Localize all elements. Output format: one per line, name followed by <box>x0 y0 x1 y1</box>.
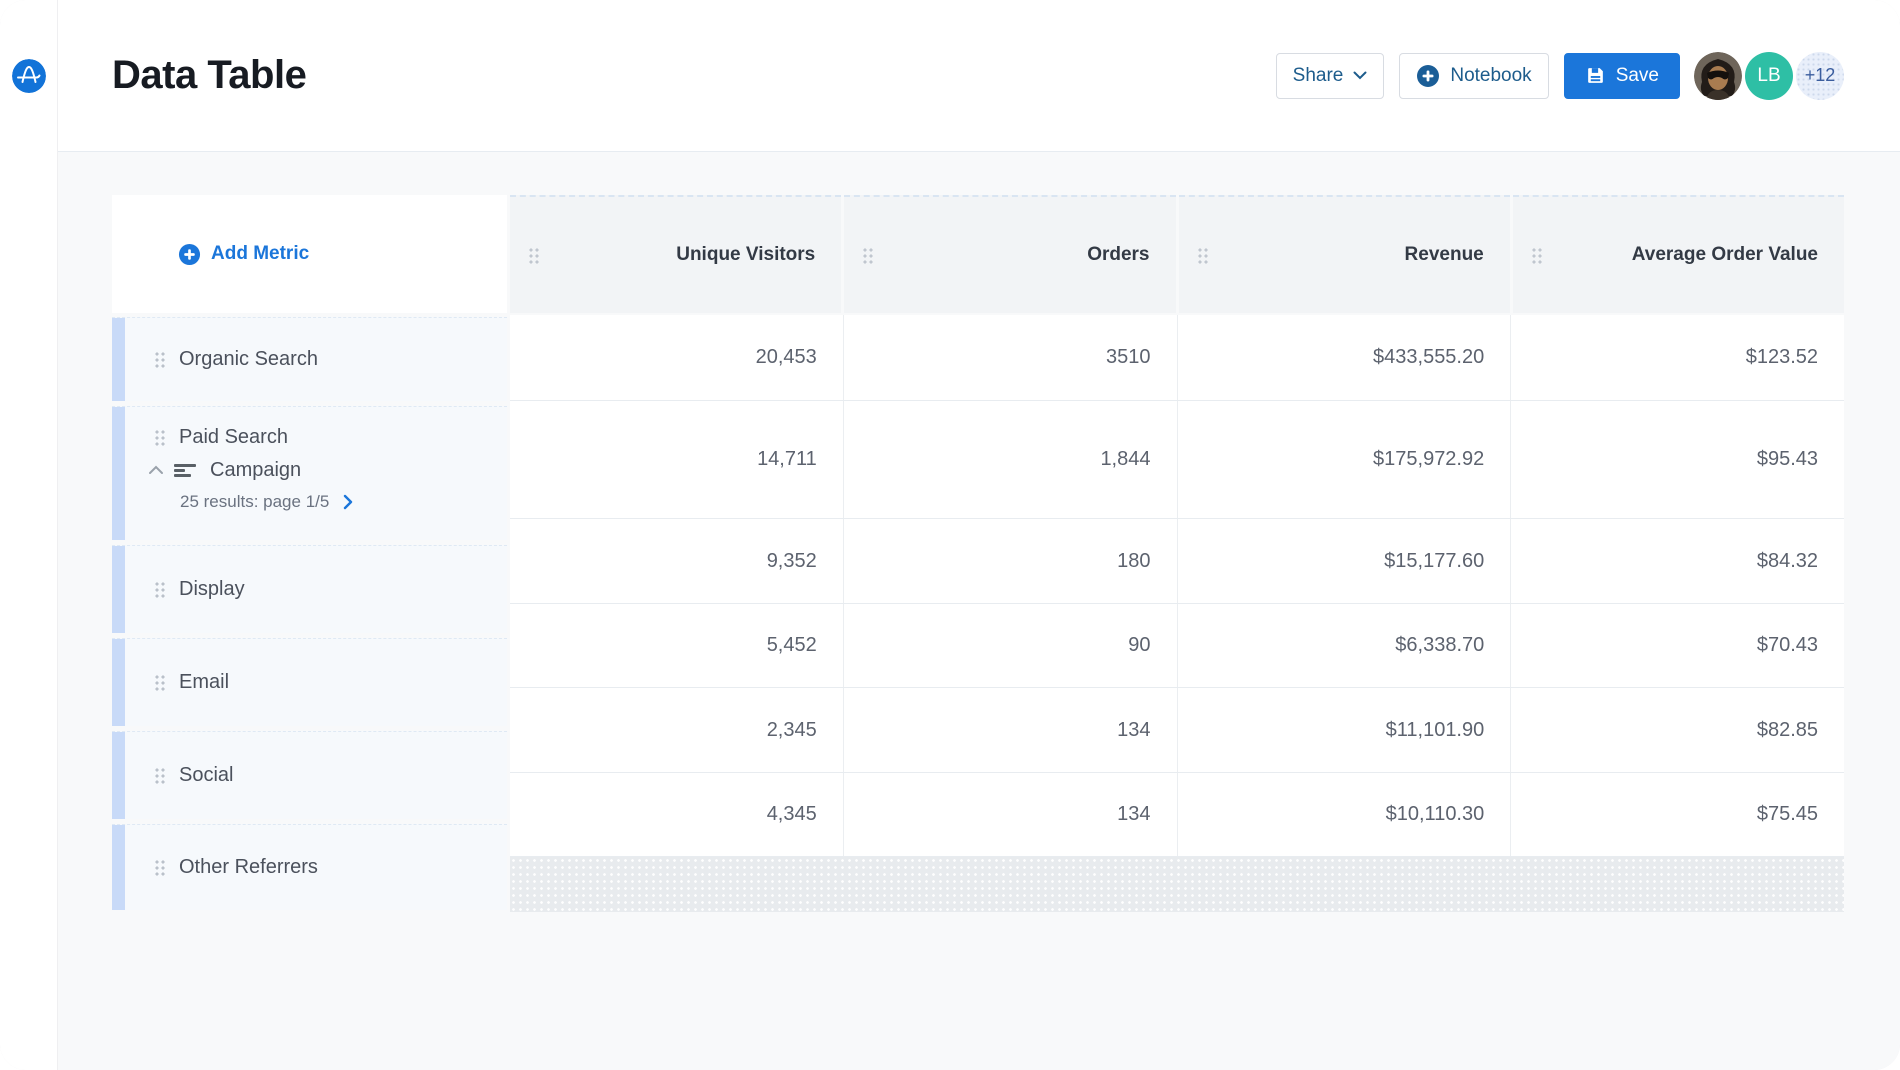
drag-handle-icon[interactable] <box>154 428 166 446</box>
add-metric-button[interactable]: Add Metric <box>178 243 309 266</box>
drag-handle-icon[interactable] <box>154 581 166 598</box>
table-cell: $175,972.92 <box>1176 401 1511 518</box>
row-header-display[interactable]: Display <box>112 545 507 633</box>
table-cell: 5,452 <box>766 634 817 656</box>
save-icon <box>1587 68 1603 83</box>
top-bar: Data Table Share Notebook Save <box>58 0 1900 152</box>
table-cell: $123.52 <box>1510 315 1844 400</box>
table-row: 4,345 134 $10,110.30 $75.45 <box>510 773 1844 857</box>
notebook-button[interactable]: Notebook <box>1399 52 1549 99</box>
avatar-photo[interactable] <box>1694 51 1742 100</box>
table-cell: $15,177.60 <box>1176 519 1511 603</box>
row-label: Other Referrers <box>179 856 318 878</box>
avatar-initials[interactable]: LB <box>1745 51 1793 100</box>
table-row: 14,711 1,844 $175,972.92 $95.43 <box>510 401 1844 519</box>
table-cell: 1,844 <box>842 401 1177 518</box>
row-label: Social <box>179 764 234 786</box>
table-cell: 134 <box>842 773 1177 856</box>
column-header-orders[interactable]: Orders <box>844 195 1176 313</box>
table-cell: 2,345 <box>766 718 817 741</box>
table-row: 9,352 180 $15,177.60 $84.32 <box>510 519 1844 604</box>
row-header-organic-search[interactable]: Organic Search <box>112 317 507 401</box>
table-cell: 3510 <box>842 315 1177 400</box>
row-label: Organic Search <box>179 348 318 370</box>
column-header-label: Average Order Value <box>1631 244 1818 265</box>
data-table: Add Metric Organic Search Paid Search <box>112 195 1844 915</box>
avatar-group: LB +12 <box>1694 51 1844 100</box>
column-header-label: Orders <box>1087 244 1150 265</box>
notebook-button-label: Notebook <box>1450 64 1532 86</box>
drag-handle-icon[interactable] <box>154 674 166 691</box>
row-label: Display <box>179 578 245 600</box>
column-header-label: Unique Visitors <box>676 244 816 265</box>
drag-handle-icon[interactable] <box>154 767 166 784</box>
table-cell: $84.32 <box>1510 519 1844 603</box>
person-avatar-image <box>1694 51 1742 100</box>
row-header-other-referrers[interactable]: Other Referrers <box>112 824 507 910</box>
data-columns: Unique Visitors Orders Revenue Aver <box>510 195 1844 915</box>
collapse-icon[interactable] <box>148 465 164 475</box>
drag-handle-icon[interactable] <box>862 246 875 264</box>
row-header-column: Add Metric Organic Search Paid Search <box>112 195 507 915</box>
column-header-unique-visitors[interactable]: Unique Visitors <box>510 195 842 313</box>
drag-handle-icon[interactable] <box>1530 246 1543 264</box>
column-header-revenue[interactable]: Revenue <box>1178 195 1510 313</box>
share-button-label: Share <box>1292 64 1344 86</box>
table-cell: 9,352 <box>766 549 817 572</box>
table-cell: 90 <box>842 604 1177 687</box>
drag-handle-icon[interactable] <box>528 246 540 264</box>
toolbar-actions: Share Notebook Save <box>1275 51 1844 100</box>
pagination-status: 25 results: page 1/5 <box>180 492 330 511</box>
save-button[interactable]: Save <box>1563 52 1680 99</box>
table-cell: $433,555.20 <box>1176 315 1511 400</box>
table-cell: $6,338.70 <box>1176 604 1511 687</box>
add-metric-label: Add Metric <box>211 243 310 264</box>
plus-circle-icon <box>178 243 201 265</box>
amplitude-logo-icon[interactable] <box>11 59 46 93</box>
table-cell: $70.43 <box>1510 604 1844 687</box>
table-cell: $75.45 <box>1510 773 1844 856</box>
table-cell: 20,453 <box>755 346 817 368</box>
table-cell: 134 <box>842 688 1177 772</box>
row-header-email[interactable]: Email <box>112 638 507 726</box>
table-cell: $95.43 <box>1510 401 1844 518</box>
table-cell: $11,101.90 <box>1176 688 1511 772</box>
avatar-overflow-badge[interactable]: +12 <box>1796 51 1844 100</box>
row-label: Email <box>179 671 230 693</box>
left-rail <box>0 0 58 1070</box>
share-button[interactable]: Share <box>1275 52 1385 99</box>
column-header-row: Unique Visitors Orders Revenue Aver <box>510 195 1844 313</box>
table-cell: 14,711 <box>757 448 817 470</box>
column-header-average-order-value[interactable]: Average Order Value <box>1512 195 1844 313</box>
table-row: 5,452 90 $6,338.70 $70.43 <box>510 604 1844 688</box>
page-title: Data Table <box>112 53 307 97</box>
table-cell: 4,345 <box>766 803 817 825</box>
table-cell: 180 <box>842 519 1177 603</box>
table-cell: $10,110.30 <box>1176 773 1511 856</box>
table-footer-placeholder <box>510 857 1844 912</box>
save-button-label: Save <box>1615 64 1659 86</box>
row-header-social[interactable]: Social <box>112 731 507 819</box>
drag-handle-icon[interactable] <box>154 351 166 368</box>
content-area: Add Metric Organic Search Paid Search <box>58 152 1900 1070</box>
column-header-label: Revenue <box>1404 244 1484 265</box>
drag-handle-icon[interactable] <box>1196 246 1209 264</box>
breakdown-label: Campaign <box>210 458 302 481</box>
main-pane: Data Table Share Notebook Save <box>58 0 1900 1070</box>
row-header-paid-search[interactable]: Paid Search Campaign 25 results: page 1/… <box>112 406 507 540</box>
table-corner-cell: Add Metric <box>112 195 507 313</box>
breakdown-bars-icon <box>174 463 196 477</box>
table-row: 20,453 3510 $433,555.20 $123.52 <box>510 315 1844 401</box>
chevron-down-icon <box>1353 71 1367 80</box>
table-cell: $82.85 <box>1510 688 1844 772</box>
next-page-icon[interactable] <box>343 494 353 510</box>
table-row: 2,345 134 $11,101.90 $82.85 <box>510 688 1844 773</box>
drag-handle-icon[interactable] <box>154 859 166 876</box>
plus-circle-icon <box>1417 64 1440 87</box>
row-label: Paid Search <box>179 425 288 448</box>
